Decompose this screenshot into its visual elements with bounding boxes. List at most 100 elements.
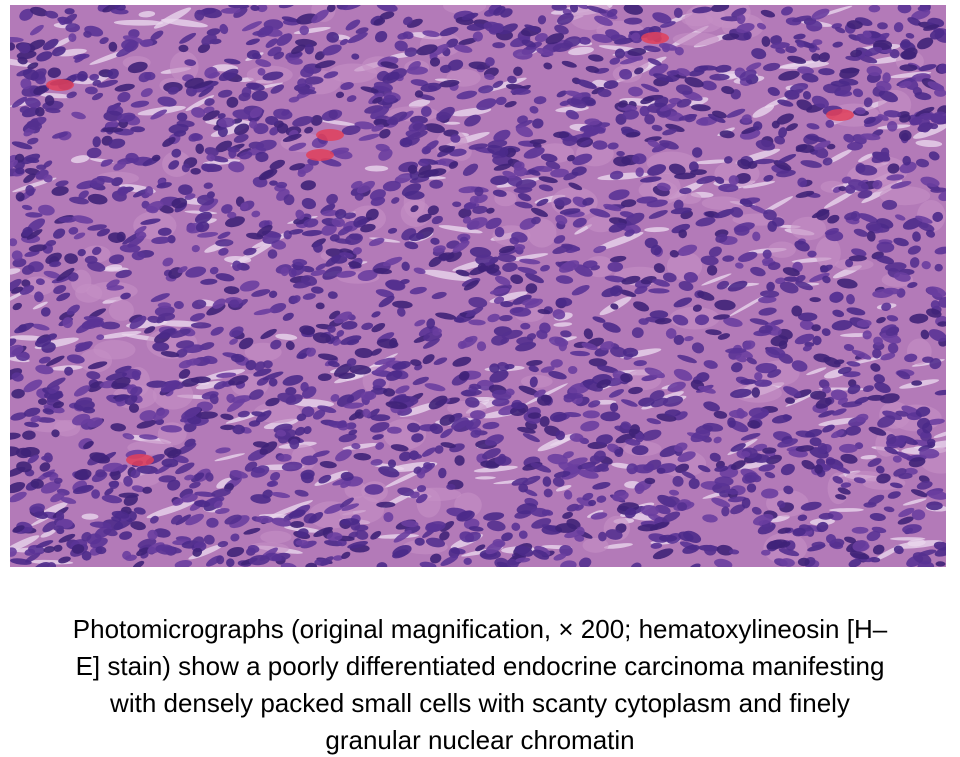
nucleus	[278, 5, 295, 9]
nucleus	[312, 450, 330, 458]
nucleus	[73, 385, 91, 397]
nucleus	[525, 272, 544, 284]
nucleus	[783, 485, 794, 495]
nucleus	[420, 106, 432, 117]
nucleus	[647, 58, 662, 66]
nucleus	[360, 223, 376, 233]
nucleus	[115, 269, 132, 279]
nucleus	[280, 266, 289, 277]
nucleus	[412, 376, 429, 386]
nucleus	[625, 132, 641, 138]
nucleus	[569, 433, 584, 442]
nucleus	[792, 528, 806, 537]
nucleus	[464, 114, 481, 127]
nucleus	[741, 114, 752, 124]
nucleus	[436, 106, 455, 122]
nucleus	[176, 442, 197, 455]
nucleus	[635, 167, 644, 177]
stroma	[10, 268, 21, 275]
nucleus	[145, 186, 154, 197]
nucleus	[41, 455, 51, 461]
nucleus	[741, 451, 751, 458]
nucleus	[72, 413, 91, 426]
nucleus	[229, 326, 244, 338]
nucleus	[99, 37, 109, 45]
nucleus	[895, 410, 909, 417]
nucleus	[326, 193, 338, 205]
nucleus	[620, 421, 632, 430]
nucleus	[621, 399, 638, 407]
nucleus	[532, 142, 542, 149]
nucleus	[853, 228, 868, 237]
nucleus	[10, 547, 17, 557]
nucleus	[493, 6, 506, 16]
nucleus	[194, 9, 205, 21]
nucleus	[269, 126, 279, 136]
nucleus	[811, 209, 830, 219]
nucleus	[170, 514, 183, 525]
nucleus	[538, 184, 554, 192]
nucleus	[106, 279, 120, 289]
nucleus	[144, 326, 156, 334]
nucleus	[295, 539, 309, 546]
nucleus	[532, 118, 544, 129]
nucleus	[108, 41, 118, 52]
nucleus	[249, 107, 263, 118]
nucleus	[161, 458, 179, 468]
nucleus	[754, 372, 763, 381]
nucleus	[934, 88, 946, 97]
nucleus	[917, 561, 935, 567]
nucleus	[431, 291, 447, 300]
nucleus	[841, 176, 852, 184]
nucleus	[62, 317, 73, 329]
nucleus	[34, 291, 44, 303]
nucleus	[404, 241, 419, 250]
nucleus	[662, 496, 681, 507]
nucleus	[226, 546, 245, 558]
nucleus	[885, 327, 899, 337]
nucleus	[51, 429, 60, 438]
nucleus	[878, 90, 898, 103]
nucleus	[393, 529, 412, 543]
stroma	[933, 430, 946, 439]
nucleus	[100, 321, 121, 330]
nucleus	[720, 16, 741, 22]
nucleus	[724, 488, 739, 495]
nucleus	[422, 338, 440, 349]
nucleus	[109, 480, 120, 490]
nucleus	[762, 249, 772, 259]
nucleus	[376, 562, 388, 567]
nucleus	[613, 156, 631, 167]
nucleus	[897, 516, 914, 525]
nucleus	[592, 482, 611, 490]
nucleus	[474, 186, 484, 197]
nucleus	[102, 127, 124, 133]
nucleus	[96, 175, 115, 183]
stroma	[81, 513, 99, 520]
nucleus	[131, 251, 145, 261]
nucleus	[20, 446, 40, 458]
nucleus	[654, 96, 669, 108]
nucleus	[71, 111, 86, 120]
nucleus	[593, 245, 607, 254]
nucleus	[493, 296, 505, 304]
nucleus	[644, 114, 655, 125]
nucleus	[151, 154, 161, 162]
nucleus	[821, 328, 831, 336]
nucleus	[557, 12, 574, 26]
nucleus	[397, 307, 406, 317]
cytoplasm	[443, 5, 487, 15]
nucleus	[83, 440, 94, 450]
nucleus	[832, 408, 847, 416]
nucleus	[531, 518, 552, 529]
nucleus	[386, 119, 399, 125]
nucleus	[197, 231, 219, 238]
nucleus	[832, 476, 844, 484]
nucleus	[568, 365, 578, 375]
nucleus	[536, 47, 554, 57]
cytoplasm	[328, 63, 378, 84]
nucleus	[602, 322, 621, 333]
caption-line: Photomicrographs (original magnification…	[73, 614, 888, 644]
nucleus	[623, 17, 643, 25]
nucleus	[306, 347, 316, 357]
